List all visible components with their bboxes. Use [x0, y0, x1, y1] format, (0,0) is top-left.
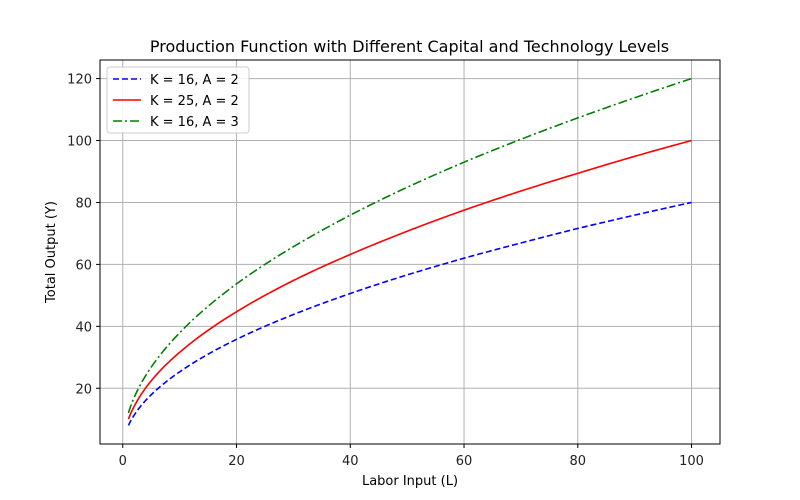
- series-layer: [127, 77, 692, 426]
- plot-frame: [99, 59, 721, 445]
- x-tick-label: 40: [342, 454, 359, 469]
- x-tick-label: 80: [570, 454, 587, 469]
- y-tick-label: 20: [75, 382, 92, 397]
- y-ticks: 20 40 60 80 100 120: [67, 73, 100, 397]
- y-tick-label: 40: [75, 320, 92, 335]
- y-tick-label: 80: [75, 196, 92, 211]
- legend-label: K = 16, A = 2: [150, 73, 239, 88]
- y-tick-label: 100: [67, 135, 92, 150]
- legend: K = 16, A = 2 K = 25, A = 2 K = 16, A = 3: [106, 66, 250, 134]
- legend-box: [106, 66, 250, 134]
- legend-label: K = 16, A = 3: [150, 115, 239, 130]
- series-line-1: [127, 201, 692, 426]
- y-tick-label: 60: [75, 258, 92, 273]
- series-line-3: [127, 77, 692, 414]
- x-axis-label: Labor Input (L): [362, 474, 458, 489]
- chart-title: Production Function with Different Capit…: [150, 37, 669, 56]
- x-ticks: 0 20 40 60 80 100: [119, 444, 704, 469]
- legend-label: K = 25, A = 2: [150, 94, 239, 109]
- series-line-2: [127, 139, 692, 420]
- x-tick-label: 20: [228, 454, 245, 469]
- y-axis-label: Total Output (Y): [44, 201, 59, 304]
- y-tick-label: 120: [67, 73, 92, 88]
- x-tick-label: 0: [119, 454, 127, 469]
- x-tick-label: 60: [456, 454, 473, 469]
- x-tick-label: 100: [679, 454, 704, 469]
